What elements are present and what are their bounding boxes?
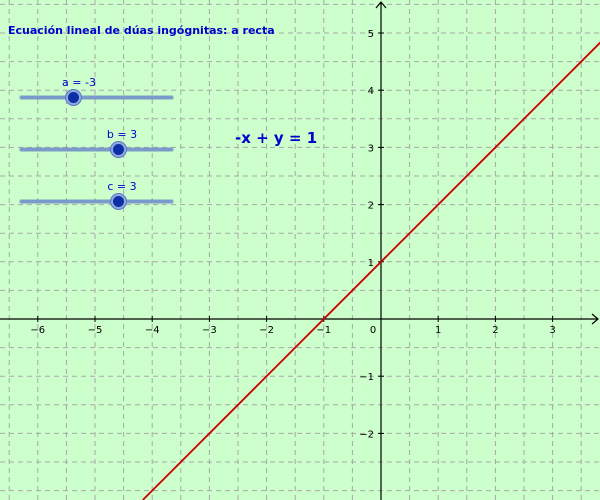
tick-labels: −6 −5 −4 −3 −2 −1 0 1 2 3 5 4 3 2 1 −1 −2 — [30, 29, 555, 440]
slider-c-knob[interactable] — [111, 194, 126, 209]
line-graph[interactable] — [142, 0, 600, 500]
y-tick-label: 1 — [368, 258, 374, 269]
y-tick-label: 2 — [368, 201, 374, 212]
y-tick-label: 4 — [368, 86, 374, 97]
x-axis-arrow — [591, 313, 599, 325]
equation-label: -x + y = 1 — [235, 129, 318, 147]
x-tick-label: −1 — [316, 325, 331, 336]
slider-c-hit-area[interactable] — [20, 190, 173, 210]
slider-b[interactable]: b = 3 — [20, 128, 173, 158]
slider-a-knob[interactable] — [66, 90, 81, 105]
x-tick-label: 0 — [370, 325, 376, 336]
x-tick-label: 3 — [549, 325, 555, 336]
y-tick-label: −1 — [359, 372, 374, 383]
y-axis-arrow — [375, 1, 387, 9]
slider-a-hit-area[interactable] — [20, 86, 173, 106]
slider-b-label: b = 3 — [106, 128, 138, 141]
x-tick-label: −6 — [30, 325, 45, 336]
x-tick-label: −2 — [259, 325, 274, 336]
x-tick-label: 2 — [492, 325, 498, 336]
slider-a[interactable]: a = -3 — [20, 76, 173, 106]
y-tick-label: −2 — [359, 429, 374, 440]
slider-a-track[interactable] — [20, 96, 173, 99]
slider-c[interactable]: c = 3 — [20, 180, 173, 210]
slider-a-label: a = -3 — [62, 76, 96, 89]
slider-c-track[interactable] — [20, 200, 173, 203]
y-tick-label: 5 — [368, 29, 374, 40]
slider-b-hit-area[interactable] — [20, 138, 173, 158]
x-tick-label: −3 — [202, 325, 217, 336]
slider-b-track[interactable] — [20, 148, 173, 151]
slider-c-label: c = 3 — [107, 180, 137, 193]
y-tick-label: 3 — [368, 143, 374, 154]
x-tick-label: −4 — [145, 325, 160, 336]
x-tick-label: 1 — [435, 325, 441, 336]
applet-title: Ecuación lineal de dúas ingógnitas: a re… — [8, 24, 275, 37]
x-tick-label: −5 — [88, 325, 103, 336]
slider-b-knob[interactable] — [111, 142, 126, 157]
